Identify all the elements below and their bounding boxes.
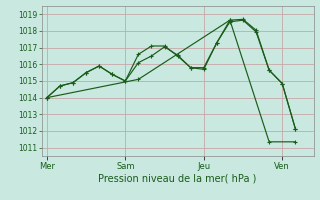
X-axis label: Pression niveau de la mer( hPa ): Pression niveau de la mer( hPa ) <box>99 173 257 183</box>
